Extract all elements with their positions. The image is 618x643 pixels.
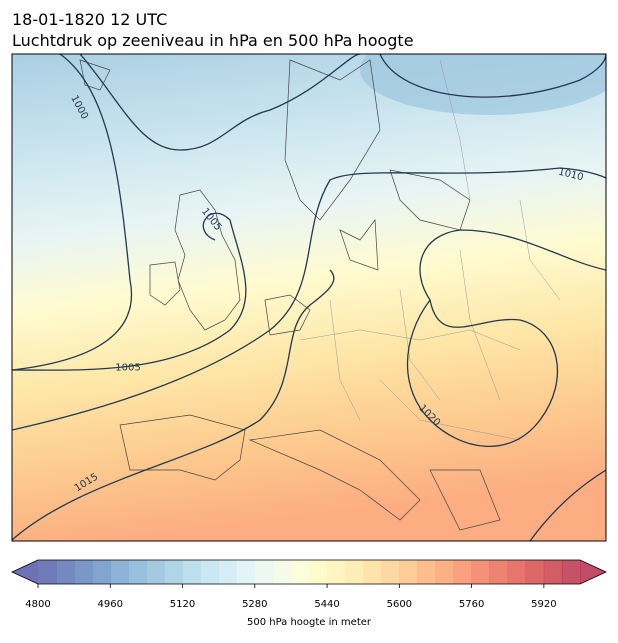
colorbar-tick-label: 5760 <box>459 599 484 610</box>
colorbar-band <box>290 560 310 584</box>
colorbar-tick-label: 5120 <box>170 599 195 610</box>
colorbar-band <box>38 560 57 584</box>
colorbar-tick-label: 4960 <box>98 599 123 610</box>
low-height-area <box>360 54 606 115</box>
title-line2: Luchtdruk op zeeniveau in hPa en 500 hPa… <box>12 31 414 50</box>
colorbar-band <box>381 560 400 584</box>
colorbar-band <box>254 560 274 584</box>
colorbar-band <box>182 560 201 584</box>
colorbar-band <box>309 560 328 584</box>
colorbar-band <box>200 560 219 584</box>
colorbar-band <box>471 560 490 584</box>
colorbar-band <box>128 560 147 584</box>
isobar <box>12 167 606 431</box>
colorbar-band <box>218 560 238 584</box>
colorbar-band <box>417 560 436 584</box>
colorbar-band <box>363 560 382 584</box>
map <box>12 54 606 541</box>
colorbar-tick-label: 5440 <box>314 599 339 610</box>
colorbar-outline <box>11 559 607 585</box>
colorbar-band <box>525 560 545 584</box>
colorbar-band <box>435 560 454 584</box>
map-background <box>12 54 606 541</box>
isobar <box>529 469 606 541</box>
isobar <box>12 269 335 541</box>
colorbar-extend-high <box>580 560 606 584</box>
colorbar-tick-label: 4800 <box>25 599 50 610</box>
country-borders <box>299 59 561 441</box>
colorbar-band <box>272 560 292 584</box>
colorbar-band <box>236 560 256 584</box>
isobar <box>12 212 247 371</box>
colorbar-band <box>561 560 581 584</box>
colorbar-band <box>74 560 93 584</box>
isobar <box>12 54 133 371</box>
colorbar-band <box>507 560 527 584</box>
title-line1: 18-01-1820 12 UTC <box>12 10 167 29</box>
colorbar-tick-label: 5280 <box>242 599 267 610</box>
colorbar-band <box>399 560 418 584</box>
map-frame <box>11 53 607 542</box>
colorbar-band <box>146 560 165 584</box>
colorbar-label: 500 hPa hoogte in meter <box>247 617 372 628</box>
colorbar-band <box>110 560 129 584</box>
colorbar-tick-label: 5920 <box>531 599 556 610</box>
colorbar: 4800 4960 5120 5280 5440 5600 5760 5920 <box>11 559 607 610</box>
colorbar-band <box>453 560 472 584</box>
colorbar-band <box>543 560 563 584</box>
colorbar-band <box>92 560 111 584</box>
colorbar-band <box>56 560 75 584</box>
isobar <box>79 54 361 151</box>
colorbar-extend-low <box>12 560 38 584</box>
colorbar-band <box>345 560 364 584</box>
colorbar-band <box>164 560 183 584</box>
isobar <box>406 229 606 447</box>
isobar-label: 1005 <box>115 363 140 374</box>
colorbar-tick-label: 5600 <box>387 599 412 610</box>
colorbar-band <box>489 560 509 584</box>
isobar <box>379 54 606 98</box>
colorbar-band <box>327 560 346 584</box>
